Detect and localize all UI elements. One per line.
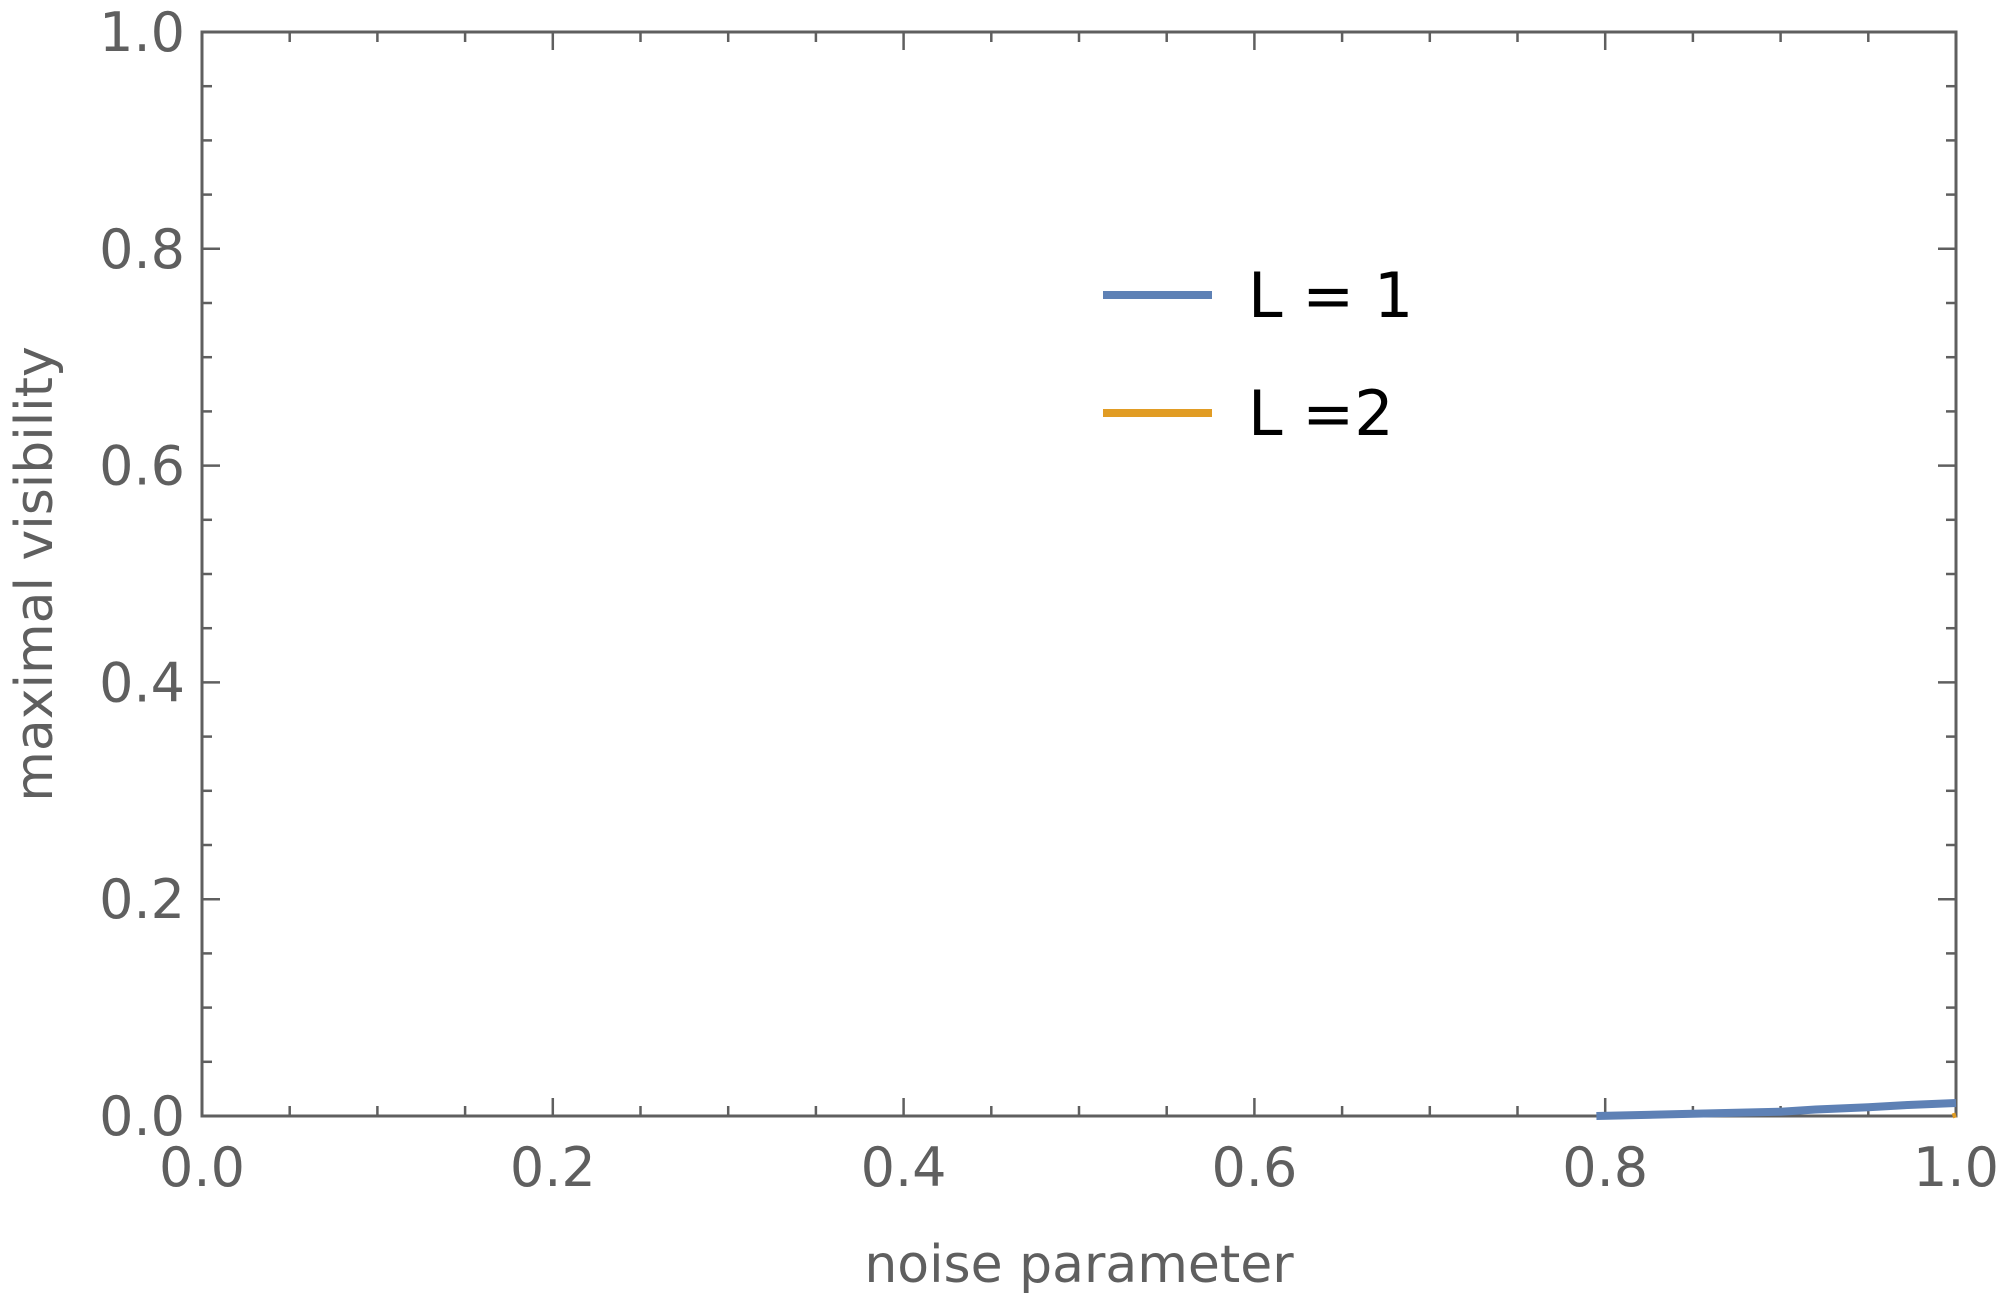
series-layer — [1596, 1099, 1957, 1120]
legend-label-l1: L = 1 — [1248, 259, 1413, 332]
legend: L = 1 L =2 — [1103, 259, 1413, 450]
y-tick-label: 0.6 — [99, 435, 185, 498]
x-tick-label: 0.0 — [159, 1136, 245, 1199]
x-tick-label: 0.2 — [510, 1136, 596, 1199]
x-tick-label: 0.8 — [1562, 1136, 1648, 1199]
x-tick-label: 1.0 — [1913, 1136, 1999, 1199]
x-tick-label: 0.4 — [861, 1136, 947, 1199]
tick-labels: 0.0 0.2 0.4 0.6 0.8 1.0 0.0 0.2 0.4 0.6 0.8 1.0 — [99, 1, 1999, 1199]
plot-frame — [200, 30, 1958, 1118]
y-tick-label: 0.0 — [99, 1085, 185, 1148]
y-tick-label: 0.8 — [99, 218, 185, 281]
y-tick-label: 0.4 — [99, 651, 185, 714]
x-tick-label: 0.6 — [1211, 1136, 1297, 1199]
y-tick-label: 1.0 — [99, 1, 185, 64]
series-line-2 — [1951, 1112, 1957, 1119]
legend-label-l2: L =2 — [1248, 377, 1394, 450]
x-axis-title: noise parameter — [864, 1235, 1294, 1295]
y-tick-label: 0.2 — [99, 868, 185, 931]
axis-ticks — [200, 30, 1958, 1118]
series-line-1 — [1596, 1099, 1957, 1120]
y-axis-title: maximal visibility — [5, 346, 65, 802]
